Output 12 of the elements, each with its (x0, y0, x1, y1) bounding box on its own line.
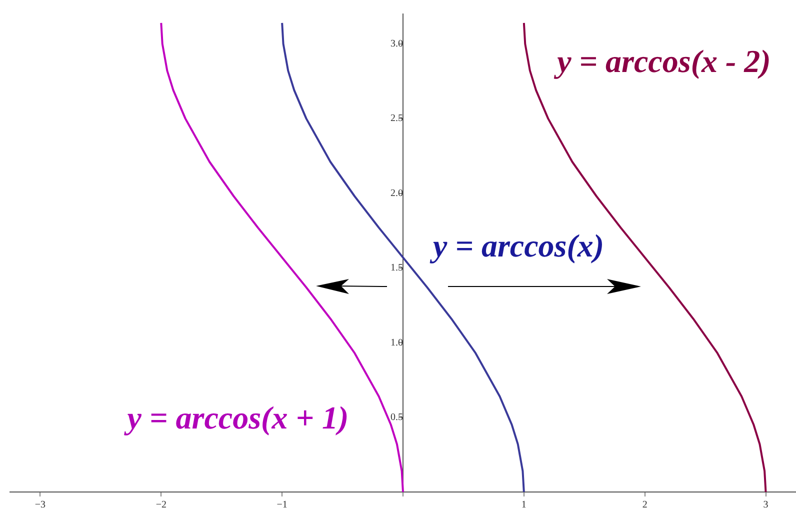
x-tick-label: 2 (642, 500, 648, 509)
x-tick-label: −1 (276, 500, 288, 509)
series-label: y = arccos(x + 1) (123, 400, 349, 436)
y-tick-label: 1.5 (390, 262, 403, 274)
y-tick-label: 0.5 (390, 412, 403, 423)
series-label: y = arccos(x - 2) (553, 42, 771, 79)
series-label: y = arccos(x) (429, 227, 604, 264)
x-tick-label: −3 (34, 500, 46, 509)
x-tick-label: 1 (521, 500, 526, 509)
x-tick-label: 3 (763, 500, 768, 509)
y-tick-label: 2.5 (390, 113, 403, 124)
x-tick-label: −2 (156, 500, 166, 509)
